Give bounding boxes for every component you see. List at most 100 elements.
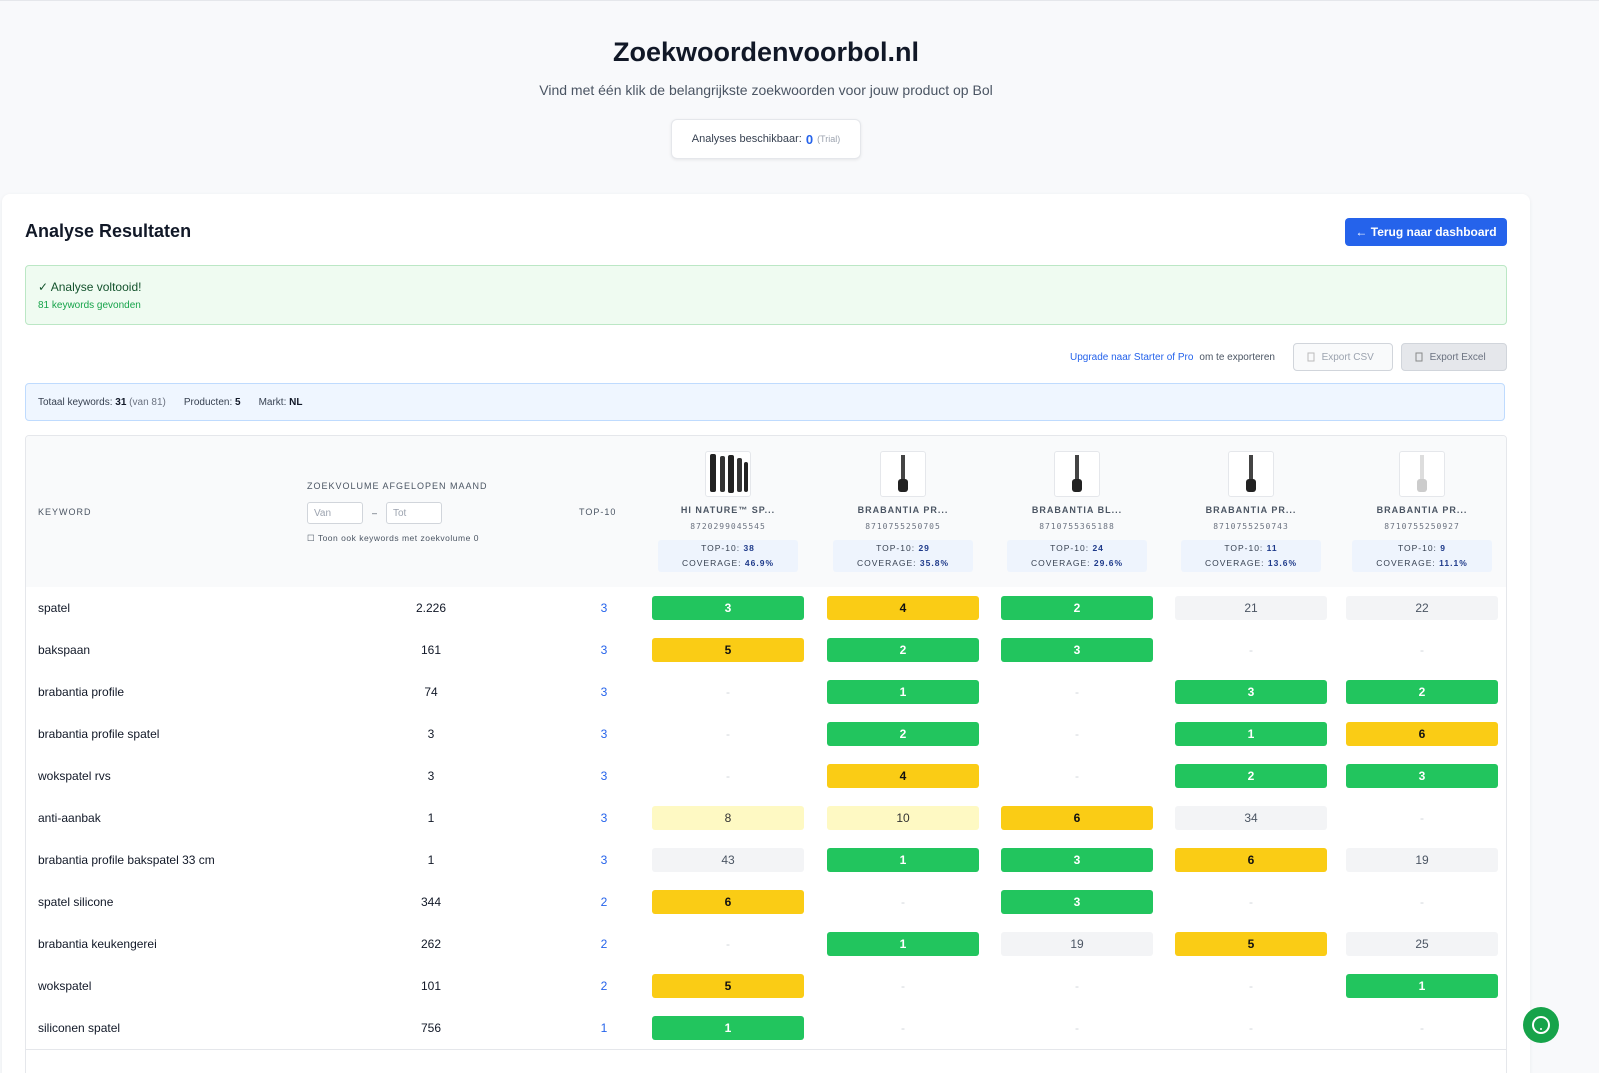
product-ean: 8710755250705 [865, 522, 941, 531]
product-coverage: COVERAGE: 35.8% [833, 556, 973, 571]
volume-cell: 262 [420, 937, 442, 951]
credits-note: (Trial) [817, 134, 841, 144]
volume-from-input[interactable]: Van [307, 502, 363, 524]
volume-cell: 344 [420, 895, 442, 909]
keyword-cell: brabantia profile bakspatel 33 cm [38, 853, 215, 867]
rank-cell: 4 [827, 764, 979, 788]
rank-cell: 1 [1346, 974, 1498, 998]
product-photo [898, 455, 908, 492]
product-image [880, 451, 926, 497]
rank-cell: 1 [1175, 722, 1327, 746]
rank-cell: - [726, 727, 730, 741]
help-icon [1532, 1016, 1550, 1034]
back-button[interactable]: ← Terug naar dashboard [1345, 218, 1507, 246]
rank-cell: 2 [1001, 596, 1153, 620]
help-button[interactable] [1523, 1007, 1559, 1043]
product-name: BRABANTIA PR... [857, 505, 949, 515]
rank-cell: - [901, 895, 905, 909]
keyword-cell: brabantia profile [38, 685, 125, 699]
keyword-cell: brabantia keukengerei [38, 937, 157, 951]
stat-label: Producten: [183, 396, 233, 408]
stat-label: Markt: [258, 396, 287, 408]
export-excel-button[interactable]: Export Excel [1401, 343, 1507, 371]
keyword-cell: brabantia profile spatel [38, 727, 160, 741]
product-stats: TOP-10: 9 COVERAGE: 11.1% [1352, 540, 1492, 572]
volume-cell: 756 [420, 1021, 442, 1035]
rank-cell: 19 [1001, 932, 1153, 956]
coverage-value: 46.9% [744, 558, 775, 568]
volume-cell: 101 [420, 979, 442, 993]
success-title: ✓ Analyse voltooid! [38, 280, 142, 294]
rank-cell: 19 [1346, 848, 1498, 872]
table-header: KEYWORD ZOEKVOLUME AFGELOPEN MAAND Van –… [26, 436, 1506, 588]
volume-cell: 2.226 [415, 601, 447, 615]
product-header: BRABANTIA PR... 8710755250743 TOP-10: 11 CO… [1164, 436, 1338, 587]
product-name: BRABANTIA PR... [1205, 505, 1297, 515]
rank-cell: 3 [1346, 764, 1498, 788]
coverage-value: 13.6% [1267, 558, 1298, 568]
product-photo [1246, 455, 1256, 492]
coverage-label: COVERAGE: [1376, 558, 1436, 568]
top10-header: TOP-10 [579, 507, 617, 517]
rank-cell: - [1249, 979, 1253, 993]
file-icon [1307, 352, 1315, 362]
top10-cell: 2 [600, 979, 608, 993]
stat-value: 5 [235, 396, 241, 408]
rank-cell: 2 [1175, 764, 1327, 788]
product-top10: TOP-10: 11 [1181, 541, 1321, 556]
rank-cell: 6 [1175, 848, 1327, 872]
rank-cell: - [1420, 895, 1424, 909]
coverage-label: COVERAGE: [681, 558, 742, 568]
top10-value: 9 [1440, 543, 1447, 553]
product-top10: TOP-10: 9 [1352, 541, 1492, 556]
rank-cell: 1 [652, 1016, 804, 1040]
product-top10: TOP-10: 29 [833, 541, 973, 556]
product-header: BRABANTIA PR... 8710755250705 TOP-10: 29 CO… [816, 436, 990, 587]
product-top10: TOP-10: 38 [658, 541, 798, 556]
product-ean: 8710755250743 [1213, 522, 1289, 531]
product-coverage: COVERAGE: 13.6% [1181, 556, 1321, 571]
top10-value: 24 [1092, 543, 1104, 553]
product-ean: 8710755365188 [1039, 522, 1115, 531]
rank-cell: - [726, 937, 730, 951]
rank-cell: 5 [1175, 932, 1327, 956]
success-detail: 81 keywords gevonden [38, 300, 141, 311]
product-photo [1417, 455, 1427, 492]
top10-label: TOP-10: [1224, 543, 1264, 553]
table-row: wokspatel 101 2 5 - - - 1 [26, 965, 1506, 1008]
rank-cell: 10 [827, 806, 979, 830]
stat-extra: (van 81) [129, 396, 166, 408]
upgrade-link[interactable]: Upgrade naar Starter of Pro [1069, 351, 1194, 363]
top10-label: TOP-10: [701, 543, 741, 553]
results-title: Analyse Resultaten [25, 221, 192, 241]
upgrade-text: om te exporteren [1199, 351, 1275, 363]
top10-cell: 3 [600, 769, 608, 783]
rank-cell: 3 [652, 596, 804, 620]
coverage-label: COVERAGE: [1204, 558, 1265, 568]
product-photo [1072, 455, 1082, 492]
export-csv-button[interactable]: Export CSV [1293, 343, 1393, 371]
table-row: anti-aanbak 1 3 8 10 6 34 - [26, 797, 1506, 840]
zero-volume-checkbox[interactable]: ☐ Toon ook keywords met zoekvolume 0 [307, 533, 479, 543]
checkbox-label: Toon ook keywords met zoekvolume 0 [317, 533, 479, 543]
volume-cell: 74 [424, 685, 438, 699]
top10-cell: 3 [600, 685, 608, 699]
stat-value: NL [289, 396, 303, 408]
table-row: wokspatel rvs 3 3-4-2 3 [26, 755, 1506, 798]
rank-cell: 22 [1346, 596, 1498, 620]
rank-cell: - [901, 979, 905, 993]
top10-cell: 2 [600, 937, 608, 951]
rank-cell: 6 [1346, 722, 1498, 746]
volume-cell: 3 [427, 727, 435, 741]
top10-label: TOP-10: [876, 543, 916, 553]
top10-label: TOP-10: [1050, 543, 1090, 553]
volume-to-input[interactable]: Tot [386, 502, 442, 524]
product-header: BRABANTIA PR... 8710755250927 TOP-10: 9 COV… [1335, 436, 1506, 587]
product-header: HI NATURE™ SP... 8720299045545 TOP-10: 38 C… [641, 436, 815, 587]
stats-bar: Totaal keywords: 31 (van 81) Producten: 5… [25, 383, 1505, 421]
product-name: BRABANTIA BL... [1031, 505, 1123, 515]
rank-cell: 3 [1001, 638, 1153, 662]
site-subtitle: Vind met één klik de belangrijkste zoekw… [539, 82, 993, 98]
success-alert: ✓ Analyse voltooid! 81 keywords gevonden [25, 265, 1507, 325]
